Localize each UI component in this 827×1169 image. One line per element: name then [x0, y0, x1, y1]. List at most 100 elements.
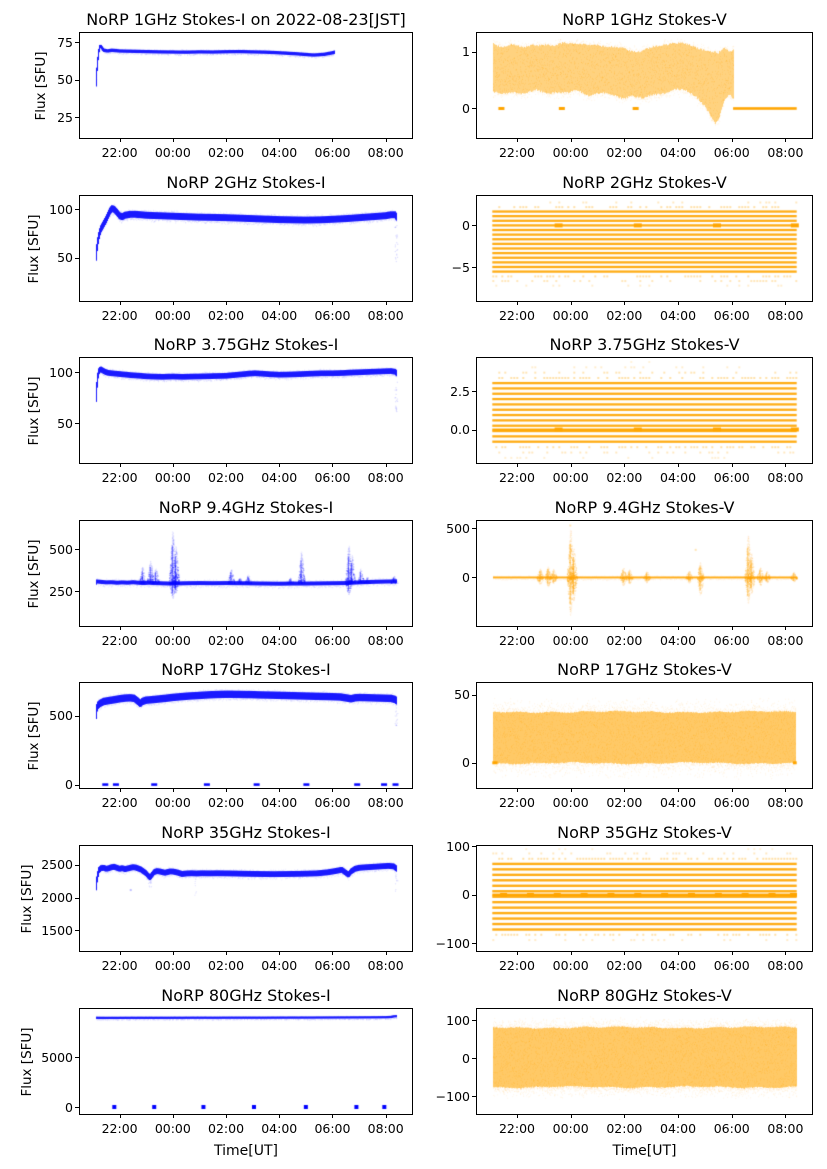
- y-tick-mark: [75, 930, 79, 932]
- x-tick-mark: [385, 138, 387, 142]
- y-axis-label: Flux [SFU]: [33, 50, 50, 121]
- x-tick-label: 08:00: [767, 633, 804, 648]
- y-tick-label: 0: [462, 100, 470, 116]
- x-tick-label: 00:00: [154, 1121, 191, 1136]
- y-tick-mark: [472, 1058, 476, 1060]
- x-tick-mark: [385, 788, 387, 792]
- x-tick-mark: [279, 788, 281, 792]
- x-tick-mark: [332, 1114, 334, 1118]
- x-tick-label: 22:00: [101, 633, 138, 648]
- plot-canvas: [79, 357, 413, 464]
- x-tick-label: 04:00: [660, 308, 697, 323]
- x-tick-mark: [678, 138, 680, 142]
- y-tick-label: 0: [462, 569, 470, 585]
- x-tick-mark: [332, 138, 334, 142]
- y-tick-label: 5000: [41, 1049, 73, 1065]
- x-tick-mark: [332, 951, 334, 955]
- subplot-cell: NoRP 35GHz Stokes-V 22:00 00:00 02:00 04:00 0…: [413, 813, 827, 975]
- y-tick-mark: [472, 1020, 476, 1022]
- x-tick-label: 22:00: [498, 308, 535, 323]
- subplot-cell: NoRP 9.4GHz Stokes-I 22:00 00:00 02:00 04:00…: [0, 488, 413, 650]
- x-tick-label: 08:00: [767, 1121, 804, 1136]
- y-tick-mark: [75, 715, 79, 717]
- subplot-title: NoRP 9.4GHz Stokes-I: [158, 498, 334, 517]
- subplot-title: NoRP 2GHz Stokes-I: [166, 173, 326, 192]
- x-tick-label: 02:00: [208, 308, 245, 323]
- x-tick-mark: [226, 138, 228, 142]
- y-axis-label: Flux [SFU]: [19, 1026, 36, 1097]
- y-tick-mark: [472, 225, 476, 227]
- y-tick-label: −5: [451, 259, 470, 275]
- x-tick-mark: [119, 301, 121, 305]
- x-tick-label: 22:00: [498, 633, 535, 648]
- x-tick-mark: [516, 951, 518, 955]
- x-tick-label: 00:00: [154, 308, 191, 323]
- x-tick-label: 08:00: [367, 958, 404, 973]
- x-tick-label: 22:00: [101, 795, 138, 810]
- y-tick-label: 0: [65, 1099, 73, 1115]
- subplot-cell: NoRP 2GHz Stokes-I 22:00 00:00 02:00 04:00 06…: [0, 163, 413, 325]
- y-tick-mark: [75, 209, 79, 211]
- x-tick-label: 00:00: [154, 633, 191, 648]
- x-tick-label: 04:00: [660, 1121, 697, 1136]
- x-tick-mark: [172, 301, 174, 305]
- y-tick-label: 500: [49, 541, 73, 557]
- x-tick-label: 04:00: [261, 1121, 298, 1136]
- subplot-title: NoRP 9.4GHz Stokes-V: [554, 498, 735, 517]
- subplot-title: NoRP 35GHz Stokes-I: [161, 823, 331, 842]
- x-tick-label: 00:00: [154, 795, 191, 810]
- y-tick-mark: [472, 694, 476, 696]
- x-axis-label: Time[UT]: [612, 1143, 677, 1159]
- x-tick-label: 00:00: [552, 958, 589, 973]
- subplot-cell: NoRP 3.75GHz Stokes-I 22:00 00:00 02:00 04:0…: [0, 325, 413, 487]
- y-tick-label: 500: [446, 520, 470, 536]
- x-tick-label: 22:00: [498, 795, 535, 810]
- y-tick-mark: [472, 762, 476, 764]
- plot-canvas: [476, 195, 813, 302]
- y-tick-mark: [75, 591, 79, 593]
- x-tick-mark: [731, 463, 733, 467]
- x-tick-mark: [172, 463, 174, 467]
- x-tick-mark: [226, 301, 228, 305]
- x-tick-mark: [332, 463, 334, 467]
- y-axis-label: Flux [SFU]: [26, 213, 43, 284]
- x-tick-label: 08:00: [367, 633, 404, 648]
- plot-canvas: [476, 845, 813, 952]
- x-tick-mark: [785, 1114, 787, 1118]
- plot-canvas: [79, 520, 413, 627]
- y-tick-label: 0: [462, 217, 470, 233]
- x-tick-label: 08:00: [767, 308, 804, 323]
- x-tick-label: 00:00: [552, 633, 589, 648]
- x-tick-label: 04:00: [261, 308, 298, 323]
- y-tick-mark: [75, 79, 79, 81]
- x-tick-label: 00:00: [154, 470, 191, 485]
- y-tick-label: 0: [65, 777, 73, 793]
- x-tick-label: 04:00: [261, 145, 298, 160]
- y-axis-label: Flux [SFU]: [26, 538, 43, 609]
- x-tick-label: 06:00: [713, 470, 750, 485]
- x-tick-label: 02:00: [208, 145, 245, 160]
- plot-canvas: [476, 32, 813, 139]
- subplot-cell: NoRP 9.4GHz Stokes-V 22:00 00:00 02:00 04:00…: [413, 488, 827, 650]
- x-tick-label: 00:00: [552, 795, 589, 810]
- x-tick-label: 08:00: [767, 958, 804, 973]
- x-tick-label: 08:00: [367, 145, 404, 160]
- x-tick-label: 22:00: [101, 1121, 138, 1136]
- x-tick-mark: [279, 951, 281, 955]
- y-tick-label: 50: [57, 72, 73, 87]
- y-tick-label: 2000: [41, 890, 73, 906]
- y-tick-label: 2.5: [450, 383, 470, 399]
- x-tick-label: 06:00: [314, 633, 351, 648]
- x-tick-label: 00:00: [552, 145, 589, 160]
- x-tick-mark: [385, 301, 387, 305]
- y-tick-mark: [75, 42, 79, 43]
- y-tick-label: 0: [462, 887, 470, 903]
- y-tick-label: 1: [462, 44, 470, 60]
- plot-canvas: [476, 682, 813, 789]
- subplot-cell: NoRP 80GHz Stokes-I 22:00 00:00 02:00 04:00 0…: [0, 976, 413, 1169]
- y-tick-label: 100: [49, 201, 73, 217]
- x-tick-label: 02:00: [208, 633, 245, 648]
- x-tick-mark: [731, 626, 733, 630]
- y-tick-label: 100: [49, 364, 73, 380]
